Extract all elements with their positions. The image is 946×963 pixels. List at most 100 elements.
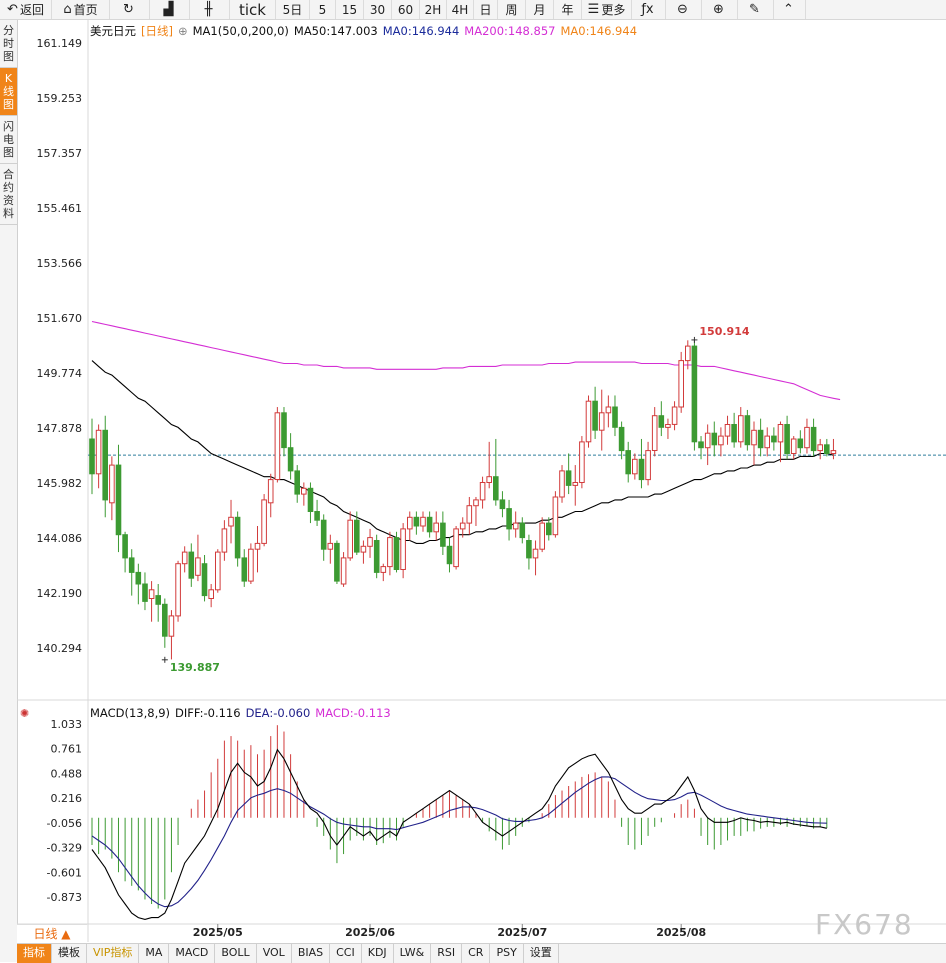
candle <box>486 476 492 484</box>
candle <box>320 519 327 550</box>
toolbar-year-button[interactable]: 年 <box>554 0 582 19</box>
candle <box>115 464 122 536</box>
indicator-tab-4[interactable]: MACD <box>169 944 216 963</box>
indicator-tab-8[interactable]: CCI <box>330 944 362 963</box>
candle <box>638 458 645 481</box>
macd-diff-line <box>91 748 827 920</box>
indicator-tab-13[interactable]: PSY <box>490 944 524 963</box>
indicator-tab-0[interactable]: 指标 <box>17 944 52 963</box>
toolbar-m15-button[interactable]: 15 <box>336 0 364 19</box>
toolbar-refresh-button[interactable]: ↻ <box>110 0 150 19</box>
macd-tick-label: 0.488 <box>51 767 83 780</box>
toolbar-candle-button[interactable]: ╫ <box>190 0 230 19</box>
toolbar-zoomout-button[interactable]: ⊖ <box>666 0 702 19</box>
date-tick-label: 2025/08 <box>656 926 706 939</box>
candle <box>274 412 281 480</box>
candle <box>135 571 142 585</box>
toolbar-day-button[interactable]: 日 <box>474 0 498 19</box>
sidebar-tab-3[interactable]: 合约资料 <box>0 164 17 225</box>
toolbar-tick-button[interactable]: tick <box>230 0 276 19</box>
toolbar-m30-label: 30 <box>369 2 386 17</box>
indicator-tab-9[interactable]: KDJ <box>362 944 394 963</box>
candle <box>718 435 724 446</box>
toolbar-m60-button[interactable]: 60 <box>392 0 420 19</box>
candle <box>407 516 413 530</box>
indicator-tab-14[interactable]: 设置 <box>524 944 559 963</box>
toolbar-fx-button[interactable]: ƒx <box>632 0 666 19</box>
indicator-tab-11[interactable]: RSI <box>431 944 463 963</box>
toolbar-m30-button[interactable]: 30 <box>364 0 392 19</box>
candle <box>632 458 638 475</box>
candle <box>208 589 214 599</box>
toolbar-m60-label: 60 <box>397 2 414 17</box>
price-tick-label: 145.982 <box>37 477 83 490</box>
candle <box>704 432 711 449</box>
candle <box>347 519 353 559</box>
legend-ma-group: MA1(50,0,200,0) <box>193 24 289 38</box>
toolbar-back-button[interactable]: ↶ 返回 <box>0 0 52 19</box>
candle <box>711 432 718 446</box>
legend-ma0a: MA0:146.944 <box>383 24 460 38</box>
legend-symbol: 美元日元 <box>90 24 136 38</box>
sidebar-tab-2[interactable]: 闪电图 <box>0 116 17 164</box>
toolbar-day-label: 日 <box>479 3 492 17</box>
candle <box>671 406 678 425</box>
toolbar-zoomin-button[interactable]: ⊕ <box>702 0 738 19</box>
collapse-icon: ⌃ <box>783 2 794 17</box>
toolbar-draw-button[interactable]: ✎ <box>738 0 774 19</box>
indicator-tab-7[interactable]: BIAS <box>292 944 331 963</box>
toolbar-week-button[interactable]: 周 <box>498 0 526 19</box>
period-selector[interactable]: 日线 ▲ <box>17 924 87 944</box>
candle <box>519 522 526 539</box>
candle <box>625 450 632 475</box>
legend-settings-icon: ⊕ <box>178 24 188 38</box>
candle <box>473 499 479 507</box>
toolbar-home-button[interactable]: ⌂ 首页 <box>52 0 110 19</box>
candle <box>175 563 181 617</box>
candle <box>824 444 830 454</box>
toolbar-h2-button[interactable]: 2H <box>420 0 447 19</box>
candle <box>479 482 486 501</box>
indicator-tabs: 指标 模板 VIP指标 MA MACD BOLL VOL BIAS CCI KDJ LW& RSI CR… <box>17 943 946 963</box>
bar-chart-icon: ▟ <box>163 2 174 17</box>
indicator-tab-1[interactable]: 模板 <box>52 944 87 963</box>
candle <box>698 441 704 449</box>
indicator-tab-10[interactable]: LW& <box>394 944 432 963</box>
macd-tick-label: 0.216 <box>51 792 83 805</box>
indicator-tab-6[interactable]: VOL <box>257 944 292 963</box>
indicator-tab-12[interactable]: CR <box>462 944 491 963</box>
toolbar-m5-label: 5 <box>318 2 327 17</box>
indicator-tab-2[interactable]: VIP指标 <box>87 944 140 963</box>
ma200-line <box>91 320 841 401</box>
candle <box>109 464 115 504</box>
toolbar-m5-button[interactable]: 5 <box>310 0 336 19</box>
toolbar-h4-button[interactable]: 4H <box>447 0 474 19</box>
toolbar-p5d-button[interactable]: 5日 <box>276 0 310 19</box>
indicator-tab-3[interactable]: MA <box>139 944 170 963</box>
legend-ma0b: MA0:146.944 <box>560 24 637 38</box>
candle <box>440 522 446 547</box>
candle <box>340 557 347 585</box>
candle <box>665 424 671 428</box>
price-tick-label: 147.878 <box>37 422 83 435</box>
candle <box>585 400 592 443</box>
toolbar-kline-button[interactable]: ▟ <box>150 0 190 19</box>
candle <box>797 438 804 449</box>
menu-icon: ☰ <box>587 2 600 17</box>
sidebar-tab-0[interactable]: 分时图 <box>0 20 17 68</box>
toolbar-more-button[interactable]: ☰ 更多 <box>582 0 632 19</box>
candle <box>248 548 254 582</box>
price-tick-label: 155.461 <box>37 202 83 215</box>
candle <box>559 470 565 498</box>
indicator-tab-5[interactable]: BOLL <box>215 944 257 963</box>
toolbar-collapse-button[interactable]: ⌃ <box>774 0 806 19</box>
candle <box>572 482 579 486</box>
candle <box>731 424 737 443</box>
candle <box>459 522 466 530</box>
toolbar-month-button[interactable]: 月 <box>526 0 554 19</box>
price-tick-label: 159.253 <box>37 92 83 105</box>
candle <box>188 551 195 579</box>
